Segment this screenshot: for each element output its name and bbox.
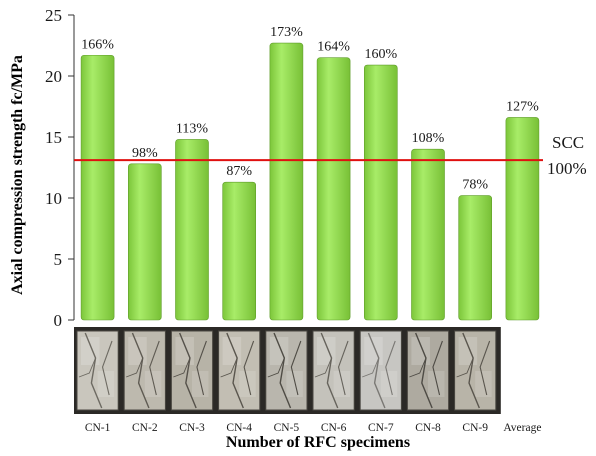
bar-cn-6 <box>316 57 351 321</box>
y-tick-label: 25 <box>45 6 62 25</box>
y-tick-label: 20 <box>45 67 62 86</box>
bar-cn-5 <box>269 42 304 321</box>
y-tick-label: 0 <box>54 311 63 330</box>
bar-cn-9 <box>458 195 493 321</box>
x-tick-label: CN-1 <box>85 422 111 434</box>
x-tick-label: CN-7 <box>368 422 394 434</box>
reference-label-percent: 100% <box>547 159 587 178</box>
specimen-photo-cn-6 <box>312 330 355 411</box>
data-label: 173% <box>270 25 303 40</box>
data-label: 164% <box>317 40 350 55</box>
specimen-photo-cn-3 <box>170 330 214 411</box>
x-tick-label: CN-4 <box>226 422 252 434</box>
specimen-photo-cn-9 <box>454 330 497 411</box>
bar-cn-7 <box>363 64 398 321</box>
data-label: 78% <box>462 178 488 193</box>
specimen-photo-cn-1 <box>76 330 119 411</box>
specimen-photo-cn-5 <box>265 330 308 411</box>
bar-cn-3 <box>175 139 209 321</box>
x-tick-label: CN-9 <box>462 422 488 434</box>
reference-label-name: SCC <box>552 133 584 152</box>
x-tick-label: Average <box>503 422 541 434</box>
x-tick-label: CN-6 <box>321 422 347 434</box>
data-label: 166% <box>81 37 114 52</box>
data-label: 98% <box>132 146 158 161</box>
reference-line-group: SCC 100% <box>74 133 587 178</box>
y-axis-title: Axial compression strength fc/MPa <box>9 55 26 295</box>
specimen-photo-cn-7 <box>359 330 402 411</box>
data-label: 113% <box>176 121 208 136</box>
x-tick-label: CN-3 <box>179 422 205 434</box>
specimen-photo-cn-8 <box>406 330 450 411</box>
data-label: 160% <box>364 47 397 62</box>
data-label: 87% <box>226 164 252 179</box>
x-tick-label: CN-2 <box>132 422 158 434</box>
y-tick-label: 15 <box>45 128 62 147</box>
specimen-photo-cn-4 <box>218 330 261 411</box>
bar-cn-1 <box>80 54 115 321</box>
y-tick-label: 10 <box>45 189 62 208</box>
bar-average <box>505 117 540 321</box>
data-label: 108% <box>412 131 445 146</box>
x-axis-title: Number of RFC specimens <box>226 434 410 451</box>
specimen-photo-cn-2 <box>123 330 166 411</box>
bars: 166% 98% 113% 87% 173% 164% 160% 108% 78% 127% <box>80 25 540 321</box>
y-tick-label: 5 <box>54 250 63 269</box>
x-tick-label: CN-5 <box>274 422 300 434</box>
bar-cn-8 <box>411 148 445 321</box>
y-axis: 0 5 10 15 20 25 <box>45 6 75 330</box>
x-tick-label: CN-8 <box>415 422 441 434</box>
x-axis-tick-labels: CN-1 CN-2 CN-3 CN-4 CN-5 CN-6 CN-7 CN-8 CN-9 Aver… <box>85 422 542 434</box>
bar-cn-4 <box>222 181 256 321</box>
bar-cn-2 <box>128 163 162 321</box>
data-label: 127% <box>506 99 539 114</box>
specimen-photo-strip <box>74 327 501 414</box>
